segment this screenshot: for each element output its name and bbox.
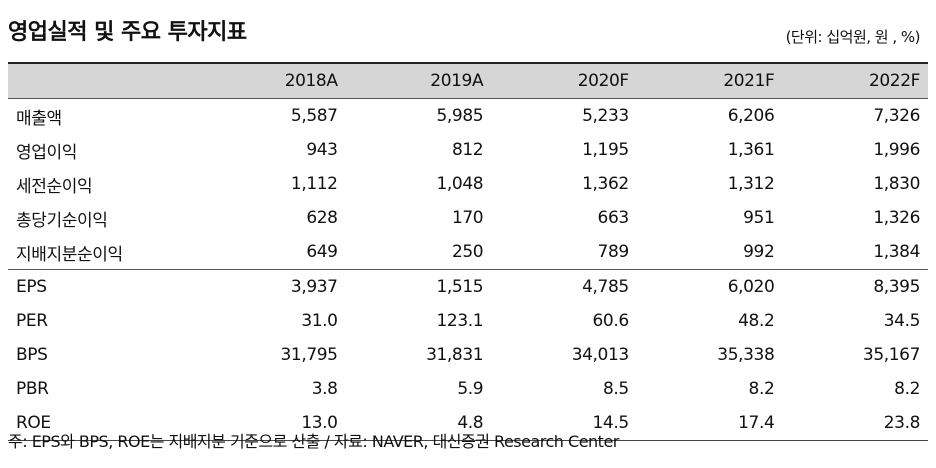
table-cell: 812: [451, 140, 484, 160]
table-row: 세전순이익 1,112 1,048 1,362 1,312 1,830: [8, 167, 928, 201]
table-header-row: 2018A 2019A 2020F 2021F 2022F: [8, 62, 928, 99]
table-cell: 789: [597, 242, 630, 262]
table-cell: 1,996: [873, 140, 920, 160]
table-cell: 1,830: [873, 174, 920, 194]
column-header: 2019A: [345, 62, 492, 99]
table-cell: 7,326: [873, 106, 920, 126]
table-row: 지배지분순이익 649 250 789 992 1,384: [8, 235, 928, 270]
table-row: 영업이익 943 812 1,195 1,361 1,996: [8, 133, 928, 167]
table-row: ROE 13.0 4.8 14.5 17.4 23.8: [8, 406, 928, 441]
table-cell: 34.5: [883, 311, 921, 331]
table-row: PER 31.0 123.1 60.6 48.2 34.5: [8, 304, 928, 338]
table-row: 매출액 5,587 5,985 5,233 6,206 7,326: [8, 99, 928, 134]
row-label: 세전순이익: [16, 176, 93, 197]
table-cell: 31,831: [426, 345, 484, 365]
row-label: 총당기순이익: [16, 210, 108, 231]
column-header: 2018A: [200, 62, 346, 99]
table-cell: 14.5: [491, 406, 637, 441]
row-label: 영업이익: [16, 142, 77, 163]
table-cell: 35,167: [862, 345, 920, 365]
table-row: PBR 3.8 5.9 8.5 8.2 8.2: [8, 372, 928, 406]
row-label: 지배지분순이익: [16, 244, 123, 265]
table-cell: 1,384: [873, 242, 920, 262]
table-cell: 992: [743, 242, 775, 262]
table-cell: 1,362: [582, 174, 629, 194]
row-label: BPS: [16, 345, 48, 365]
source-note: 주: EPS와 BPS, ROE는 지배지분 기준으로 산출 / 자료: NAV…: [8, 432, 619, 451]
table-cell: 3.8: [311, 379, 338, 399]
table-cell: 1,515: [345, 269, 492, 304]
table-cell: 31,795: [280, 345, 338, 365]
table-cell: 31.0: [301, 311, 338, 331]
table-cell: 5.9: [457, 379, 484, 399]
table-cell: 4,785: [491, 269, 637, 304]
table-cell: 1,326: [873, 208, 920, 228]
table-cell: 5,233: [582, 106, 629, 126]
table-cell: 250: [451, 242, 484, 262]
table-cell: 1,312: [727, 174, 775, 194]
column-header: 2022F: [782, 62, 928, 99]
column-header: 2021F: [636, 62, 783, 99]
table-cell: 123.1: [436, 311, 484, 331]
table-row: BPS 31,795 31,831 34,013 35,338 35,167: [8, 338, 928, 372]
table-cell: 5,587: [290, 106, 338, 126]
column-header: [8, 62, 200, 99]
row-label: ROE: [8, 406, 200, 441]
table-cell: 1,048: [436, 174, 484, 194]
table-cell: 6,206: [727, 106, 775, 126]
table-cell: 8.2: [894, 379, 920, 399]
row-label: PER: [16, 311, 48, 331]
financial-table: 2018A 2019A 2020F 2021F 2022F 매출액 5,587 …: [8, 62, 928, 441]
table-cell: 5,985: [436, 106, 484, 126]
table-cell: 649: [306, 242, 338, 262]
table-cell: 1,112: [290, 174, 338, 194]
table-row: 총당기순이익 628 170 663 951 1,326: [8, 201, 928, 235]
table-cell: 13.0: [200, 406, 346, 441]
table-cell: 3,937: [200, 269, 346, 304]
table-cell: 951: [743, 208, 775, 228]
table-cell: 1,195: [582, 140, 629, 160]
table-cell: 23.8: [782, 406, 928, 441]
table-cell: 170: [451, 208, 484, 228]
table-cell: 663: [597, 208, 630, 228]
table-cell: 8.2: [748, 379, 775, 399]
table-cell: 943: [306, 140, 338, 160]
table-cell: 628: [306, 208, 338, 228]
table-cell: 34,013: [571, 345, 629, 365]
table-cell: 35,338: [717, 345, 775, 365]
row-label: 매출액: [16, 108, 62, 129]
table-cell: 4.8: [345, 406, 492, 441]
table-cell: 60.6: [592, 311, 630, 331]
table-cell: 48.2: [738, 311, 775, 331]
row-label: EPS: [8, 269, 200, 304]
table-cell: 8.5: [602, 379, 629, 399]
page-title: 영업실적 및 주요 투자지표: [8, 20, 247, 45]
table-cell: 8,395: [782, 269, 928, 304]
table-row: EPS 3,937 1,515 4,785 6,020 8,395: [8, 269, 928, 304]
column-header: 2020F: [491, 62, 637, 99]
table-cell: 17.4: [636, 406, 783, 441]
unit-label: (단위: 십억원, 원 , %): [785, 28, 921, 46]
table-cell: 1,361: [727, 140, 775, 160]
row-label: PBR: [16, 379, 49, 399]
table-cell: 6,020: [636, 269, 783, 304]
